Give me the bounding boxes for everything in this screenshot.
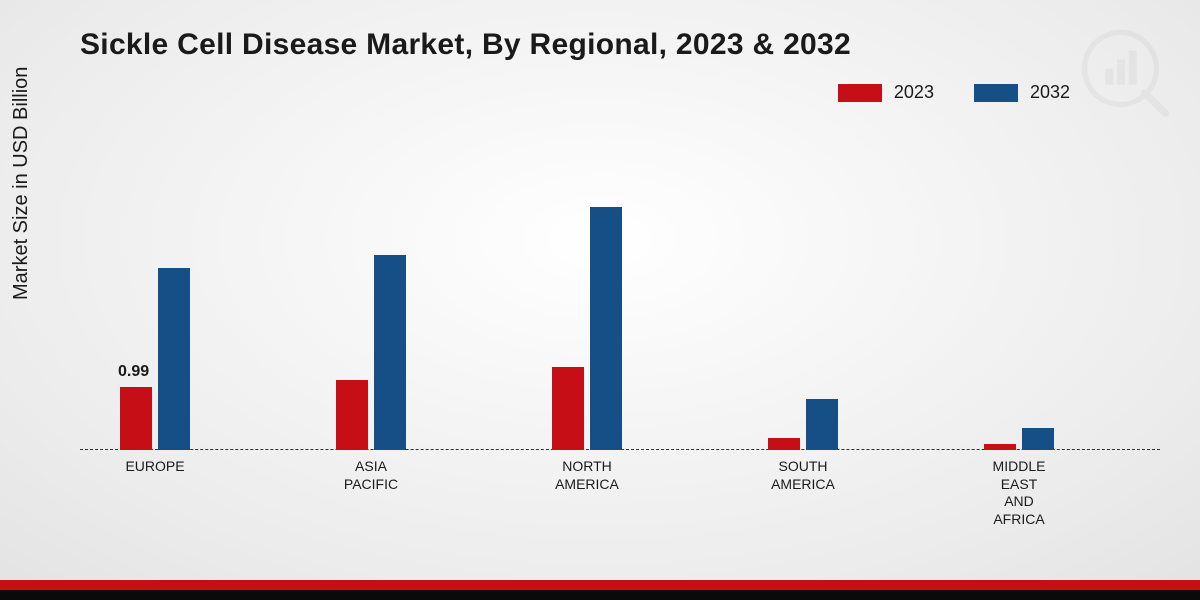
bar-2032 bbox=[1022, 428, 1054, 450]
bar-2023 bbox=[768, 438, 800, 450]
legend-label: 2032 bbox=[1030, 82, 1070, 103]
footer-red-strip bbox=[0, 580, 1200, 590]
legend-swatch bbox=[838, 84, 882, 102]
bar-value-label: 0.99 bbox=[118, 363, 149, 381]
plot-area: 0.99 bbox=[80, 130, 1160, 450]
legend-label: 2023 bbox=[894, 82, 934, 103]
x-tick-label: EUROPE bbox=[75, 458, 235, 476]
chart-canvas: Sickle Cell Disease Market, By Regional,… bbox=[0, 0, 1200, 600]
x-axis-labels: EUROPEASIA PACIFICNORTH AMERICASOUTH AME… bbox=[80, 458, 1160, 558]
watermark-logo-icon bbox=[1080, 28, 1170, 118]
y-axis-label: Market Size in USD Billion bbox=[10, 67, 33, 300]
bar-2023 bbox=[120, 387, 152, 450]
legend: 2023 2032 bbox=[838, 82, 1070, 103]
x-tick-label: ASIA PACIFIC bbox=[291, 458, 451, 493]
bar-2023 bbox=[336, 380, 368, 450]
bar-2032 bbox=[158, 268, 190, 450]
bar-2023 bbox=[984, 444, 1016, 450]
legend-swatch bbox=[974, 84, 1018, 102]
x-tick-label: SOUTH AMERICA bbox=[723, 458, 883, 493]
bar-2023 bbox=[552, 367, 584, 450]
legend-item-2023: 2023 bbox=[838, 82, 934, 103]
chart-title: Sickle Cell Disease Market, By Regional,… bbox=[80, 28, 851, 62]
x-tick-label: MIDDLE EAST AND AFRICA bbox=[939, 458, 1099, 528]
bar-2032 bbox=[590, 207, 622, 450]
bar-2032 bbox=[806, 399, 838, 450]
x-tick-label: NORTH AMERICA bbox=[507, 458, 667, 493]
footer-dark-strip bbox=[0, 590, 1200, 600]
legend-item-2032: 2032 bbox=[974, 82, 1070, 103]
bar-2032 bbox=[374, 255, 406, 450]
